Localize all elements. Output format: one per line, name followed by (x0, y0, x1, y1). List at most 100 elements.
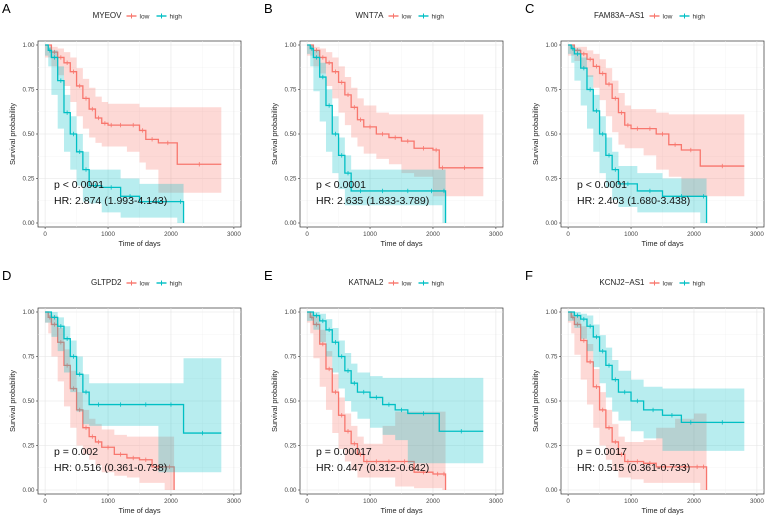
km-panel-c: C FAM83A−AS1 low high 0.00 0.25 0.50 0.75 1.00 0 1… (525, 1, 765, 248)
p-value: p < 0.0001 (577, 179, 627, 191)
y-tick-label: 0.00 (545, 487, 558, 494)
y-axis-label: Survival probability (8, 103, 17, 165)
y-tick-label: 0.00 (22, 220, 35, 227)
hazard-ratio: HR: 0.515 (0.361-0.733) (577, 462, 690, 474)
hazard-ratio: HR: 2.403 (1.680-3.438) (577, 195, 690, 207)
y-tick-label: 0.25 (22, 176, 35, 183)
x-tick-label: 1000 (624, 231, 638, 238)
gridlines (38, 308, 241, 494)
panel-label: E (264, 268, 273, 283)
legend: low high (388, 279, 445, 288)
x-tick-label: 0 (305, 498, 309, 505)
gridlines (300, 308, 503, 494)
ci-band-low (568, 312, 707, 490)
y-tick-label: 1.00 (545, 309, 558, 316)
survival-curve-low (568, 311, 708, 490)
x-tick-label: 2000 (426, 498, 440, 505)
survival-curve-high (307, 44, 447, 223)
panel-label: A (2, 1, 11, 16)
p-value: p = 0.0017 (577, 446, 627, 458)
km-panel-f: F KCNJ2−AS1 low high 0.00 0.25 0.50 0.75 1.00 0 10… (525, 268, 765, 515)
km-panel-b: B WNT7A low high 0.00 0.25 0.50 0.75 1.00 0 1000 20… (264, 1, 504, 248)
ci-band-high (45, 45, 184, 223)
y-tick-label: 0.25 (22, 443, 35, 450)
y-tick-label: 0.75 (22, 87, 35, 94)
x-axis-label: Time of days (380, 239, 422, 248)
x-tick-label: 1000 (101, 498, 115, 505)
legend-label-low: low (402, 281, 412, 288)
p-value: p = 0.002 (54, 446, 98, 458)
y-tick-label: 1.00 (284, 42, 297, 49)
legend-label-high: high (693, 281, 706, 288)
y-tick-label: 0.50 (545, 398, 558, 405)
x-tick-label: 1000 (363, 498, 377, 505)
gene-name: WNT7A (356, 11, 385, 20)
x-axis-label: Time of days (641, 506, 683, 515)
x-axis-label: Time of days (380, 506, 422, 515)
y-axis-label: Survival probability (531, 370, 540, 432)
legend-label-high: high (432, 14, 445, 21)
x-tick-label: 3000 (750, 231, 764, 238)
legend: low high (649, 12, 706, 21)
x-tick-label: 2000 (687, 498, 701, 505)
y-tick-label: 0.75 (284, 87, 297, 94)
y-tick-label: 0.75 (545, 354, 558, 361)
panel-label: F (525, 268, 533, 283)
y-tick-label: 0.50 (545, 131, 558, 138)
y-tick-label: 0.50 (22, 131, 35, 138)
y-axis-label: Survival probability (8, 370, 17, 432)
legend: low high (649, 279, 706, 288)
survival-curve-low (45, 44, 222, 165)
km-panel-e: E KATNAL2 low high 0.00 0.25 0.50 0.75 1.00 0 1000… (264, 268, 504, 515)
p-value: p < 0.0001 (54, 179, 104, 191)
x-tick-label: 1000 (624, 498, 638, 505)
panel-label: D (2, 268, 11, 283)
x-tick-label: 0 (43, 231, 47, 238)
y-tick-label: 1.00 (545, 42, 558, 49)
x-tick-label: 3000 (227, 498, 241, 505)
legend: low high (126, 12, 183, 21)
y-tick-label: 1.00 (22, 42, 35, 49)
y-tick-label: 0.75 (284, 354, 297, 361)
y-tick-label: 0.50 (284, 398, 297, 405)
x-tick-label: 0 (566, 231, 570, 238)
hazard-ratio: HR: 0.516 (0.361-0.738) (54, 462, 167, 474)
x-axis-label: Time of days (641, 239, 683, 248)
y-axis-label: Survival probability (531, 103, 540, 165)
gene-name: MYEOV (93, 11, 123, 20)
panel-label: C (525, 1, 534, 16)
x-tick-label: 3000 (750, 498, 764, 505)
legend-label-low: low (663, 14, 673, 21)
ci-band-high (568, 45, 707, 223)
y-tick-label: 1.00 (284, 309, 297, 316)
p-value: p = 0.00017 (316, 446, 372, 458)
legend-label-low: low (140, 281, 150, 288)
x-tick-label: 1000 (101, 231, 115, 238)
x-tick-label: 3000 (489, 498, 503, 505)
survival-curve-low (307, 44, 484, 169)
legend: low high (126, 279, 183, 288)
survival-curve-low (568, 44, 745, 167)
survival-curve-high (568, 311, 745, 424)
ci-band-low (307, 312, 446, 490)
y-tick-label: 0.25 (284, 443, 297, 450)
panel-label: B (264, 1, 273, 16)
y-tick-label: 0.50 (22, 398, 35, 405)
hazard-ratio: HR: 2.635 (1.833-3.789) (316, 195, 429, 207)
legend-label-high: high (432, 281, 445, 288)
y-axis-label: Survival probability (270, 370, 279, 432)
gene-name: GLTPD2 (91, 278, 122, 287)
x-tick-label: 2000 (164, 498, 178, 505)
legend-label-high: high (170, 14, 183, 21)
legend-label-high: high (693, 14, 706, 21)
x-axis-label: Time of days (118, 239, 160, 248)
survival-curve-low (45, 311, 175, 490)
x-tick-label: 3000 (489, 231, 503, 238)
y-tick-label: 0.75 (545, 87, 558, 94)
ci-band-high (568, 312, 745, 451)
legend-label-high: high (170, 281, 183, 288)
gene-name: KATNAL2 (349, 278, 385, 287)
x-tick-label: 2000 (426, 231, 440, 238)
gene-name: FAM83A−AS1 (594, 11, 645, 20)
